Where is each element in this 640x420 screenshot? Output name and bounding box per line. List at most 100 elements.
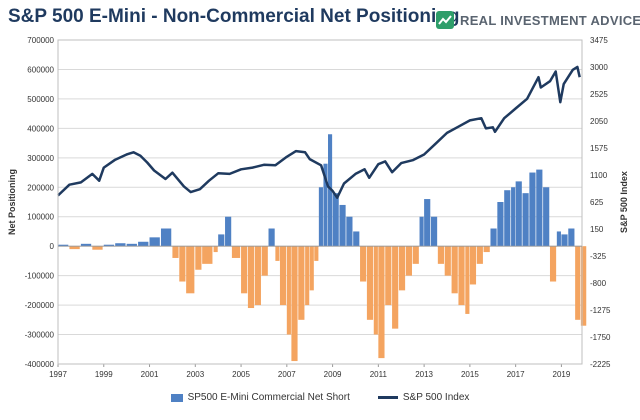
bar xyxy=(543,187,550,247)
axes: 700000 600000 500000 400000 300000 200000 1000… xyxy=(7,36,629,379)
bar xyxy=(279,246,287,306)
x-tick-label: 2003 xyxy=(186,370,204,379)
y-left-tick-label: 500000 xyxy=(27,95,54,104)
bar xyxy=(405,246,412,276)
bar xyxy=(80,243,92,247)
bar xyxy=(172,246,179,258)
bar xyxy=(465,246,470,314)
y-right-tick-label: 150 xyxy=(590,225,604,234)
y-right-tick-label: 1100 xyxy=(590,171,608,180)
bar xyxy=(385,246,392,306)
bar xyxy=(346,216,353,247)
bar xyxy=(366,246,374,320)
y-left-tick-label: 100000 xyxy=(27,213,54,222)
bar xyxy=(92,246,103,250)
legend-item-bars: SP500 E-Mini Commercial Net Short xyxy=(170,392,350,403)
y-left-tick-label: -200000 xyxy=(25,301,55,310)
bar xyxy=(392,246,399,329)
legend-label-line: S&P 500 Index xyxy=(402,392,470,403)
bar xyxy=(529,172,536,247)
x-tick-label: 2009 xyxy=(324,370,342,379)
bar xyxy=(536,169,543,247)
y-right-axis-label: S&P 500 Index xyxy=(619,171,629,233)
y-left-tick-label: -400000 xyxy=(25,360,55,369)
bar xyxy=(490,228,497,247)
bar xyxy=(430,216,438,247)
bar xyxy=(419,216,424,247)
bar xyxy=(424,199,431,247)
bar xyxy=(323,163,328,247)
bar xyxy=(437,246,445,264)
x-tick-label: 1999 xyxy=(95,370,113,379)
plot-area xyxy=(57,39,583,365)
bar xyxy=(504,190,511,247)
bar xyxy=(476,246,483,264)
y-right-tick-label: -1750 xyxy=(590,333,611,342)
bar xyxy=(149,237,160,247)
bar xyxy=(202,246,213,264)
bar xyxy=(309,246,314,291)
bar xyxy=(378,246,385,359)
bar xyxy=(568,228,575,247)
bar xyxy=(515,181,522,247)
x-tick-label: 2017 xyxy=(507,370,525,379)
y-left-tick-label: -300000 xyxy=(25,331,55,340)
bar xyxy=(268,228,275,247)
bar xyxy=(126,243,137,247)
y-left-tick-label: 200000 xyxy=(27,183,54,192)
bar xyxy=(115,243,126,247)
legend-swatch-bars xyxy=(170,393,183,402)
y-right-tick-label: 3475 xyxy=(590,36,608,45)
line-series xyxy=(57,65,581,199)
x-tick-label: 1997 xyxy=(49,370,67,379)
y-right-tick-label: 625 xyxy=(590,198,604,207)
y-left-tick-label: -100000 xyxy=(25,272,55,281)
bar xyxy=(58,244,69,247)
legend-label-bars: SP500 E-Mini Commercial Net Short xyxy=(187,392,350,403)
bar xyxy=(218,234,225,247)
bar xyxy=(225,216,232,247)
y-right-tick-label: -2225 xyxy=(590,360,611,369)
y-right-tick-label: 2050 xyxy=(590,117,608,126)
sp500-line xyxy=(57,65,581,199)
bar xyxy=(314,246,319,261)
bar xyxy=(511,187,516,247)
bar xyxy=(69,246,80,250)
x-tick-label: 2007 xyxy=(278,370,296,379)
bar xyxy=(275,246,280,261)
bar xyxy=(291,246,298,362)
bar xyxy=(483,246,490,253)
bar xyxy=(522,193,529,247)
y-left-axis-label: Net Positioning xyxy=(7,169,17,235)
bar xyxy=(549,246,557,282)
y-left-tick-label: 400000 xyxy=(27,124,54,133)
bar xyxy=(451,246,458,294)
legend: SP500 E-Mini Commercial Net Short S&P 50… xyxy=(0,392,640,403)
y-left-tick-label: 600000 xyxy=(27,65,54,74)
x-tick-label: 2011 xyxy=(370,370,388,379)
bar xyxy=(247,246,255,309)
bar xyxy=(575,246,581,320)
bar xyxy=(328,134,333,247)
bar xyxy=(241,246,248,294)
bar xyxy=(103,244,115,247)
bar-series xyxy=(58,134,587,362)
bar xyxy=(556,231,561,247)
y-right-tick-label: -1275 xyxy=(590,306,611,315)
bar xyxy=(360,246,367,282)
bar xyxy=(444,246,451,276)
bar xyxy=(318,187,323,247)
bar xyxy=(261,246,268,276)
y-right-tick-label: -325 xyxy=(590,252,607,261)
y-right-tick-label: 2525 xyxy=(590,90,608,99)
bar xyxy=(231,246,241,258)
bar xyxy=(298,246,305,320)
bar xyxy=(580,246,587,326)
x-tick-label: 2015 xyxy=(461,370,479,379)
y-right-tick-label: 3000 xyxy=(590,63,608,72)
y-left-tick-label: 300000 xyxy=(27,154,54,163)
y-right-tick-label: -800 xyxy=(590,279,607,288)
x-tick-label: 2001 xyxy=(141,370,159,379)
y-left-tick-label: 700000 xyxy=(27,36,54,45)
